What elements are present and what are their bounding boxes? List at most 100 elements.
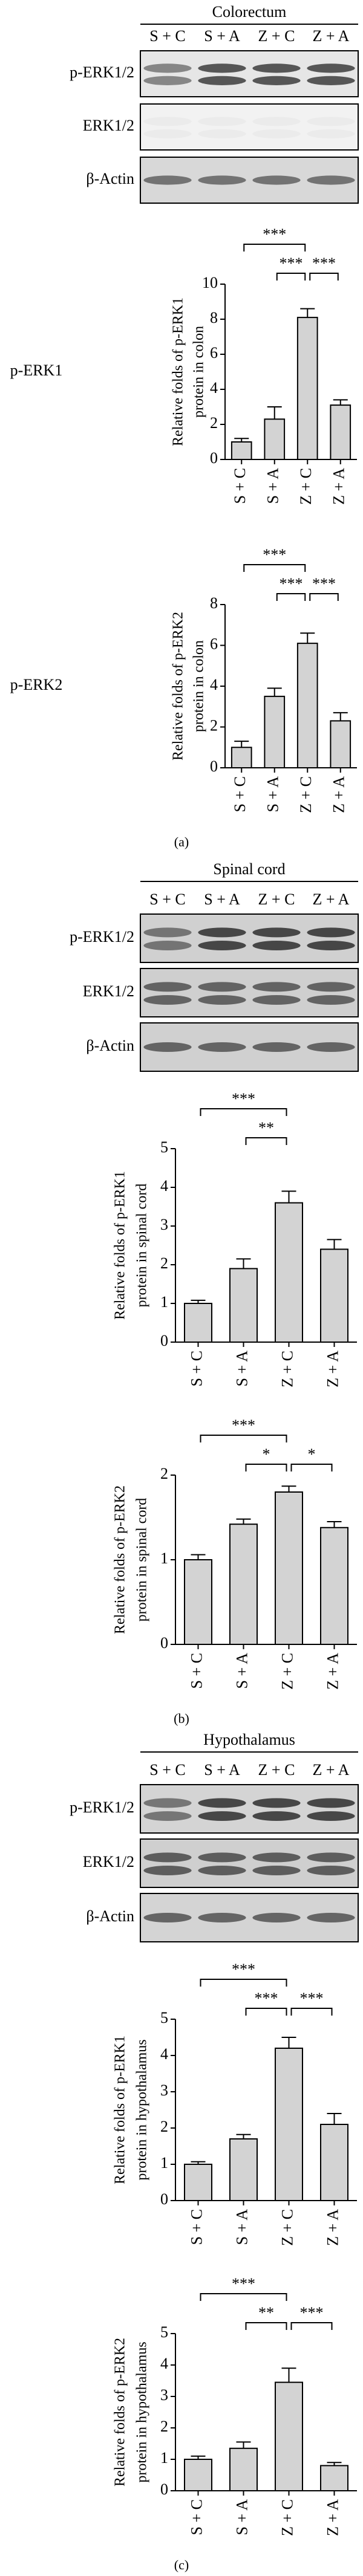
blot-band	[198, 175, 246, 185]
blot-band	[307, 63, 355, 73]
lane-label: S + C	[149, 1761, 185, 1779]
bar	[264, 695, 286, 768]
bar	[184, 1559, 212, 1645]
x-tick-label: S + A	[233, 2209, 250, 2245]
blot-band	[252, 927, 301, 938]
bar	[184, 2459, 212, 2491]
significance-bracket	[276, 273, 306, 281]
bar	[264, 418, 286, 460]
blot-band	[307, 995, 355, 1005]
lane-label: Z + A	[313, 27, 350, 45]
bar	[229, 1523, 258, 1645]
y-tick-label: 0	[160, 2480, 168, 2498]
blot-band	[252, 941, 301, 950]
bar	[320, 1526, 348, 1646]
significance-label: ***	[255, 1990, 278, 2007]
y-tick-label: 5	[160, 1138, 168, 1156]
blot-band	[307, 117, 355, 126]
blot-image	[140, 1838, 359, 1888]
y-axis-label: Relative folds of p-ERK1	[171, 297, 186, 446]
y-tick-label: 5	[160, 2009, 168, 2026]
blot-band	[252, 1798, 301, 1808]
blot-band	[307, 927, 355, 938]
bar	[275, 1491, 303, 1645]
blot-band	[307, 1042, 355, 1052]
tissue-title: Hypothalamus	[203, 1731, 295, 1748]
y-tick-label: 1	[160, 2154, 168, 2172]
blot-band	[198, 1042, 246, 1052]
y-tick-label: 8	[210, 594, 218, 612]
significance-label: **	[258, 2304, 274, 2321]
x-tick-label: S + C	[188, 1653, 205, 1689]
y-tick-label: 3	[160, 2081, 168, 2099]
y-tick-label: 2	[210, 414, 218, 432]
bar	[229, 2447, 258, 2492]
y-tick-label: 1	[160, 1293, 168, 1311]
lane-label: S + A	[204, 1761, 240, 1779]
x-tick-label: S + C	[231, 776, 249, 812]
blot-band	[143, 63, 192, 73]
blot-image	[140, 968, 359, 1017]
panel-caption: (a)	[174, 834, 189, 849]
significance-label: ***	[280, 255, 303, 272]
blot-band	[198, 1798, 246, 1808]
blot-band	[307, 76, 355, 85]
y-tick-label: 2	[160, 2418, 168, 2435]
blot-band	[307, 1913, 355, 1922]
x-tick-label: S + C	[231, 468, 249, 504]
lane-label: Z + C	[258, 891, 295, 908]
blot-image	[140, 103, 359, 151]
blot-row-label: p-ERK1/2	[70, 63, 134, 81]
bar	[275, 2381, 303, 2492]
bar	[184, 1303, 212, 1343]
significance-bracket	[290, 1464, 333, 1471]
y-tick-label: 6	[210, 344, 218, 362]
significance-label: ***	[312, 255, 336, 272]
blot-band	[252, 982, 301, 992]
blot-row-label: β-Actin	[86, 1037, 134, 1054]
bar	[231, 747, 252, 768]
blot-band	[252, 63, 301, 73]
significance-bracket	[309, 593, 339, 601]
y-tick-label: 4	[160, 1177, 168, 1195]
blot-band	[252, 1811, 301, 1821]
y-axis-label: protein in colon	[191, 326, 207, 418]
x-tick-label: Z + C	[297, 468, 315, 505]
y-tick-label: 2	[160, 1465, 168, 1482]
y-axis-label: Relative folds of p-ERK2	[113, 2338, 128, 2487]
blot-band	[143, 995, 192, 1005]
blot-band	[143, 129, 191, 138]
significance-bracket	[245, 1464, 287, 1471]
significance-bracket	[290, 2322, 333, 2330]
y-tick-label: 0	[160, 1634, 168, 1652]
x-tick-label: Z + C	[278, 2499, 296, 2536]
significance-bracket	[200, 1108, 287, 1116]
y-tick-label: 1	[160, 2449, 168, 2467]
blot-band	[252, 117, 300, 126]
bar	[320, 2124, 348, 2201]
significance-bracket	[290, 2008, 333, 2016]
blot-band	[198, 995, 246, 1005]
blot-band	[307, 982, 355, 992]
blot-row-label: p-ERK1/2	[70, 1799, 134, 1816]
significance-bracket	[200, 2293, 287, 2301]
y-tick-label: 3	[160, 2386, 168, 2404]
blot-band	[198, 117, 246, 126]
x-tick-label: S + A	[264, 776, 282, 813]
blot-band	[143, 76, 192, 85]
blot-band	[143, 175, 192, 185]
bar	[229, 2138, 258, 2201]
significance-label: ***	[232, 1961, 255, 1978]
blot-row-label: ERK1/2	[83, 117, 134, 134]
x-tick-label: Z + C	[278, 2209, 296, 2246]
y-axis-label: protein in hypothalamus	[134, 2039, 150, 2180]
blot-band	[307, 1866, 355, 1875]
y-tick-label: 4	[160, 2045, 168, 2063]
blot-band	[307, 1852, 355, 1863]
y-axis-label: Relative folds of p-ERK1	[113, 1171, 128, 1320]
bar	[184, 2164, 212, 2201]
y-axis-label: protein in spinal cord	[134, 1184, 150, 1308]
x-tick-label: Z + C	[278, 1653, 296, 1690]
